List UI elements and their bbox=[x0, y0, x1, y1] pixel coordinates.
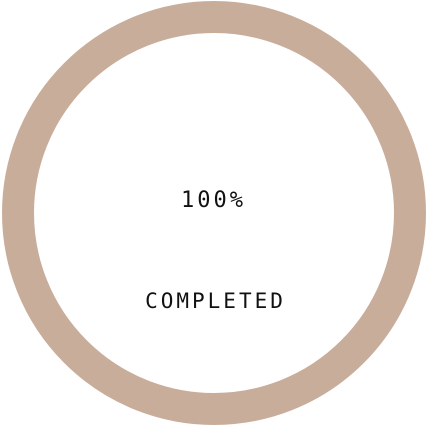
progress-percent-label: 100% bbox=[181, 188, 246, 213]
progress-status-label: COMPLETED bbox=[145, 289, 286, 313]
